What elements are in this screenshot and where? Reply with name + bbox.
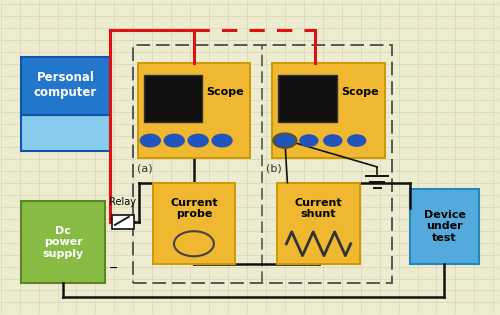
Text: Relay: Relay xyxy=(110,197,136,207)
Text: Current
probe: Current probe xyxy=(170,198,218,220)
Circle shape xyxy=(212,134,232,147)
Circle shape xyxy=(140,134,160,147)
Circle shape xyxy=(300,135,318,146)
Text: Device
under
test: Device under test xyxy=(424,210,466,243)
Circle shape xyxy=(273,133,297,148)
Text: (b): (b) xyxy=(266,163,282,174)
Circle shape xyxy=(276,135,294,146)
Bar xyxy=(410,189,480,264)
Bar xyxy=(20,116,110,151)
Circle shape xyxy=(324,135,342,146)
Bar xyxy=(278,75,337,122)
Circle shape xyxy=(164,134,184,147)
Bar xyxy=(153,183,235,264)
Bar xyxy=(20,57,110,116)
Bar xyxy=(138,63,250,158)
Circle shape xyxy=(188,134,208,147)
Bar xyxy=(144,75,202,122)
Text: Current
shunt: Current shunt xyxy=(294,198,343,220)
Text: (a): (a) xyxy=(137,163,152,174)
Text: −: − xyxy=(109,263,118,273)
Text: +: + xyxy=(110,214,118,224)
Bar xyxy=(272,63,384,158)
Circle shape xyxy=(348,135,366,146)
Text: Scope: Scope xyxy=(206,87,244,97)
Text: Dc
power
supply: Dc power supply xyxy=(42,226,84,259)
Bar xyxy=(133,45,392,283)
Bar xyxy=(278,183,359,264)
Text: Personal
computer: Personal computer xyxy=(34,72,97,99)
Text: Scope: Scope xyxy=(341,87,379,97)
Bar xyxy=(20,201,105,283)
Bar xyxy=(112,215,134,229)
